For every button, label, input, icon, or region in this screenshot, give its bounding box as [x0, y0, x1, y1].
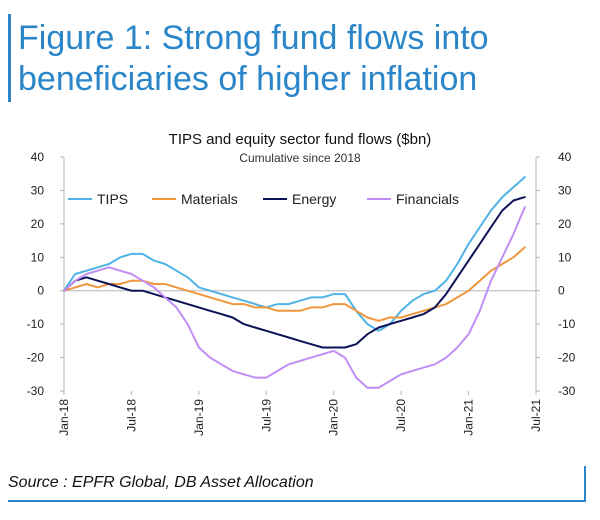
y-tick-label-right: 20	[558, 217, 572, 231]
series-line-energy	[63, 196, 526, 349]
axes-layer: -30 -20 -10 0 10 20 30 40 -30 -20 -10 0 10 20 30 40 Jan-…	[27, 150, 576, 436]
y-tick-label-right: 0	[558, 284, 565, 298]
fund-flows-chart: TIPS and equity sector fund flows ($bn) …	[27, 131, 576, 436]
figure-title-line-1: Figure 1: Strong fund flows into	[18, 19, 489, 57]
figure-title: Figure 1: Strong fund flows into benefic…	[18, 18, 588, 100]
y-tick-label-right: 30	[558, 183, 572, 197]
y-tick-label-left: 10	[31, 250, 45, 264]
x-tick-label: Jul-18	[124, 399, 138, 432]
x-tick-label: Jan-20	[327, 399, 341, 436]
series-line-materials	[63, 246, 526, 322]
figure-title-line-2: beneficiaries of higher inflation	[18, 60, 478, 98]
series-line-financials	[63, 206, 526, 389]
legend-label-materials: Materials	[181, 191, 238, 207]
series-line-tips	[63, 176, 526, 332]
x-tick-label: Jan-19	[192, 399, 206, 436]
legend: TIPS Materials Energy Financials	[68, 191, 459, 207]
y-tick-label-left: -30	[27, 384, 45, 398]
x-tick-label: Jul-20	[394, 399, 408, 432]
y-tick-label-right: 10	[558, 250, 572, 264]
source-rule	[8, 500, 586, 502]
source-rule-right	[584, 466, 586, 502]
legend-label-energy: Energy	[292, 191, 336, 207]
x-tick-label: Jul-19	[259, 399, 273, 432]
series-layer	[63, 176, 526, 389]
x-tick-label: Jul-21	[529, 399, 543, 432]
y-tick-label-left: -20	[27, 351, 45, 365]
legend-label-tips: TIPS	[97, 191, 128, 207]
legend-label-financials: Financials	[396, 191, 459, 207]
chart-subtitle: Cumulative since 2018	[239, 151, 361, 165]
y-tick-label-right: -10	[558, 317, 576, 331]
chart-title: TIPS and equity sector fund flows ($bn)	[169, 131, 432, 148]
x-tick-label: Jan-21	[462, 399, 476, 436]
x-tick-label: Jan-18	[57, 399, 71, 436]
y-tick-label-right: 40	[558, 150, 572, 164]
title-accent-bar	[8, 14, 11, 102]
y-tick-label-right: -20	[558, 351, 576, 365]
y-tick-label-left: -10	[27, 317, 45, 331]
y-tick-label-left: 30	[31, 183, 45, 197]
y-tick-label-left: 40	[31, 150, 45, 164]
y-tick-label-left: 20	[31, 217, 45, 231]
y-tick-label-left: 0	[37, 284, 44, 298]
y-tick-label-right: -30	[558, 384, 576, 398]
source-note: Source : EPFR Global, DB Asset Allocatio…	[8, 474, 314, 491]
